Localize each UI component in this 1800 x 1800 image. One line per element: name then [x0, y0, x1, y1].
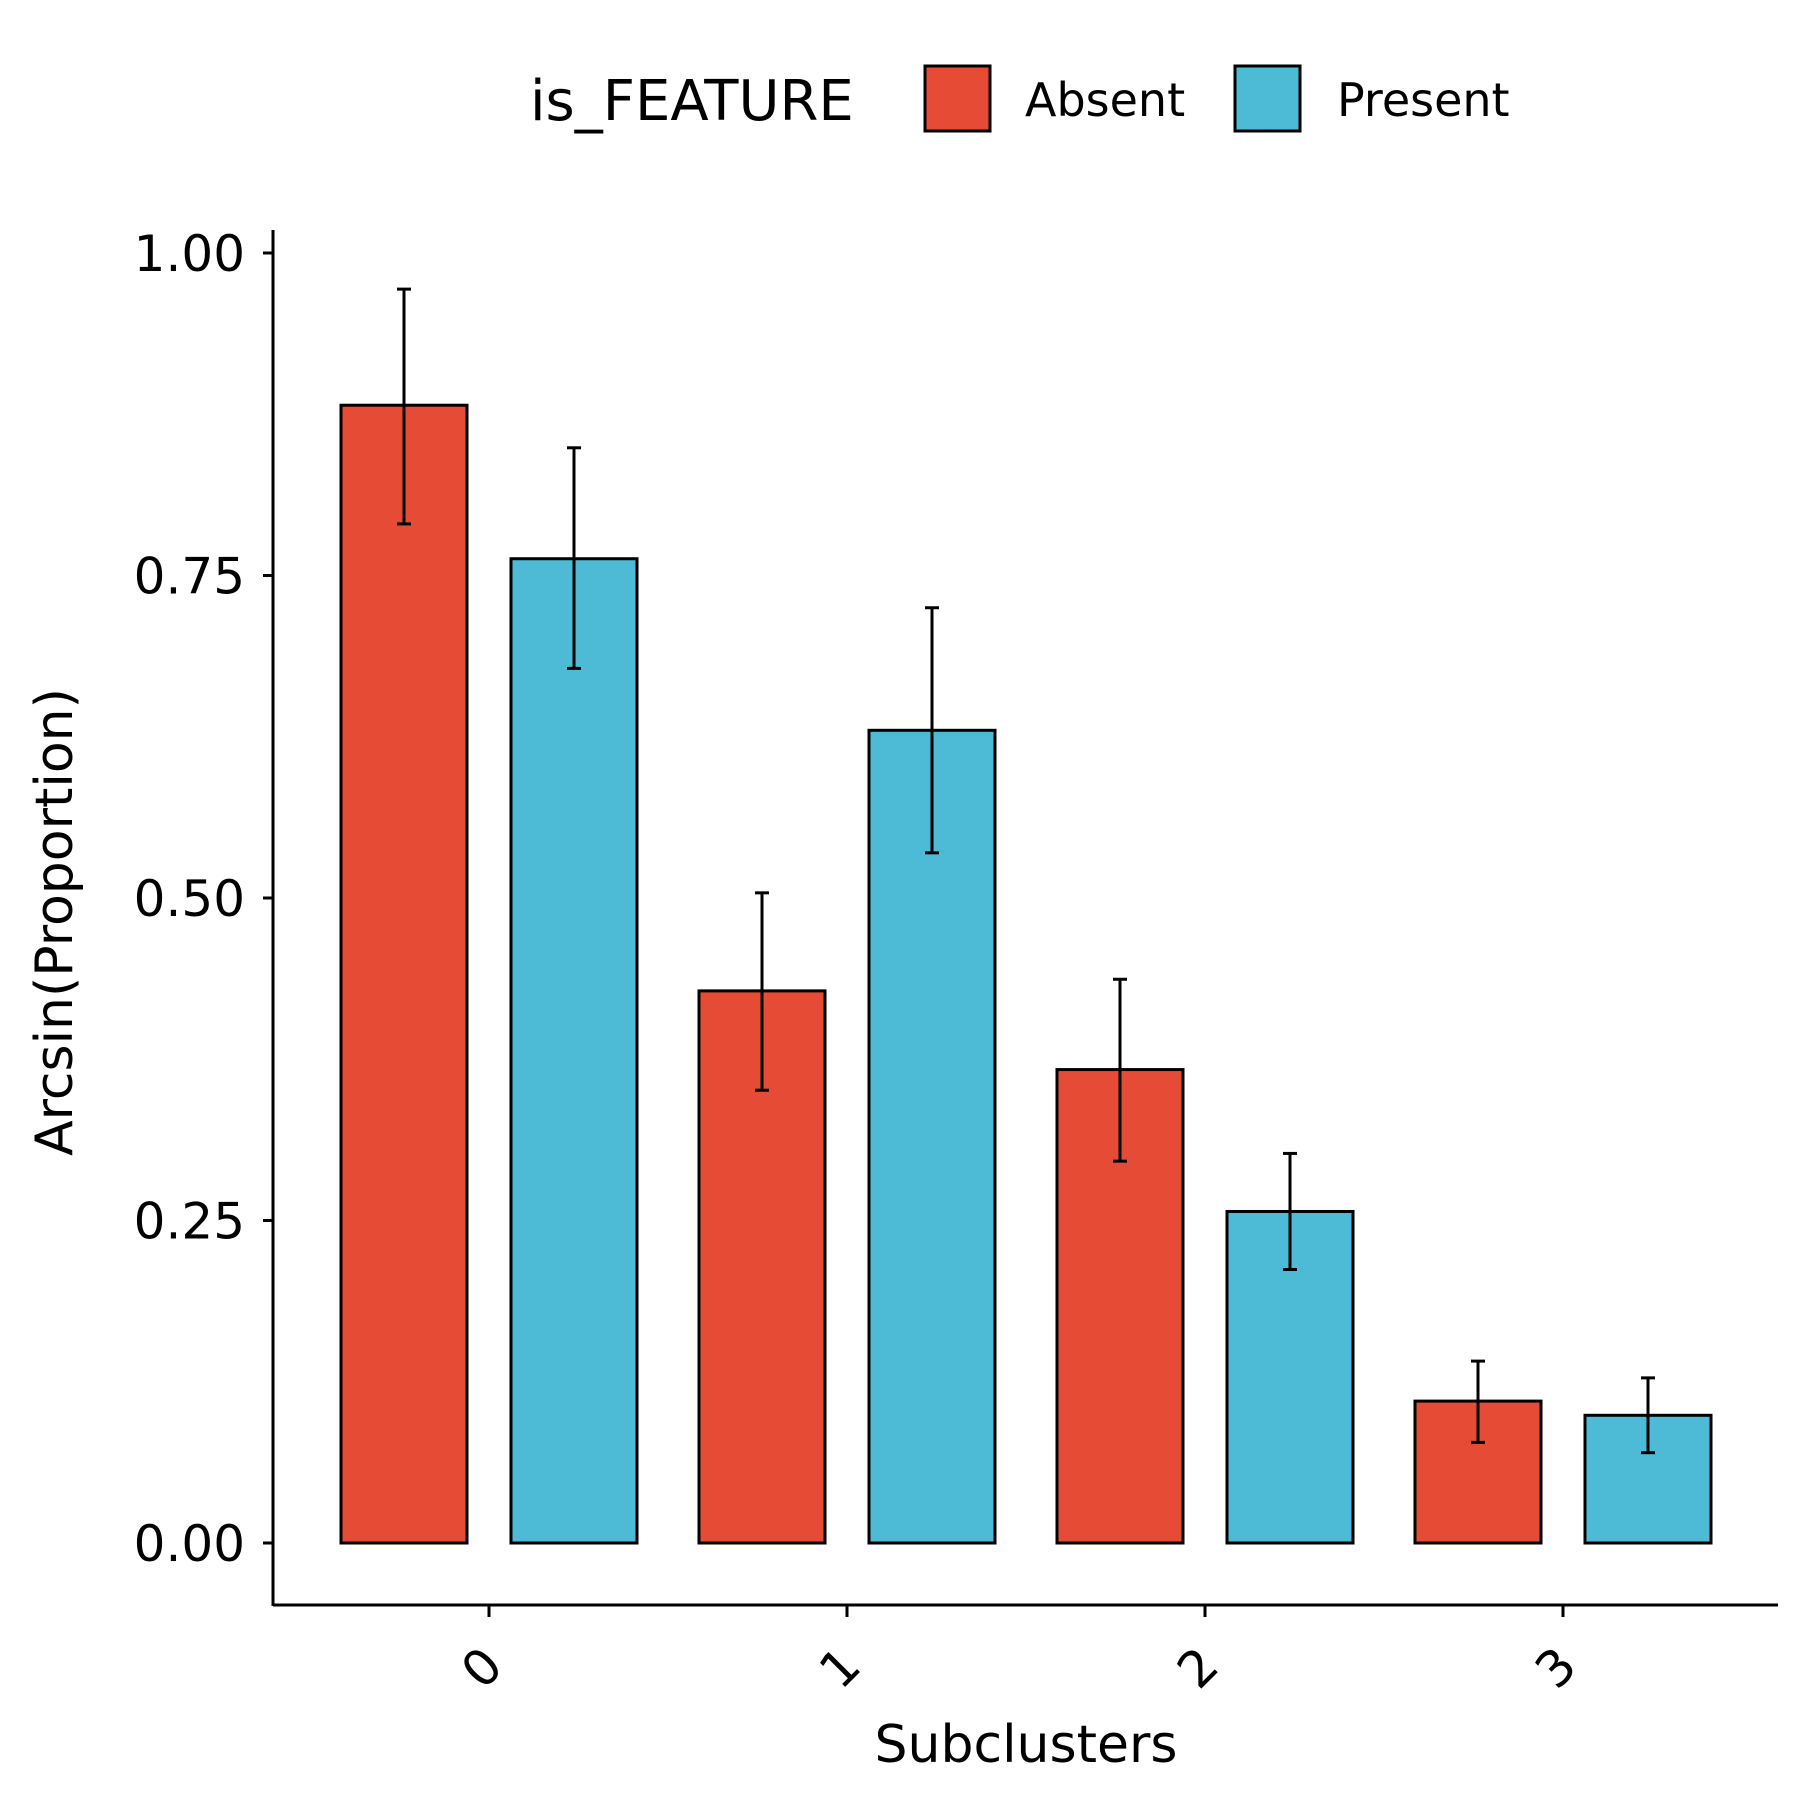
- error-bar-present-1: [925, 606, 939, 855]
- x-tick-label: 1: [808, 1636, 872, 1700]
- legend-swatch-absent: [923, 64, 992, 133]
- bar-absent-0: [339, 403, 469, 1545]
- y-tick-label: 0.75: [134, 548, 245, 606]
- bar-present-1: [867, 728, 997, 1545]
- legend: is_FEATURE Absent Present: [530, 64, 1510, 134]
- y-tick-label: 0.00: [134, 1515, 245, 1573]
- error-bar-absent-1: [755, 891, 769, 1092]
- x-tick-label: 3: [1524, 1636, 1588, 1700]
- y-tick-label: 0.50: [134, 870, 245, 928]
- error-bar-absent-0: [397, 287, 411, 526]
- legend-swatch-present: [1233, 64, 1302, 133]
- y-tick-label: 1.00: [134, 225, 245, 283]
- y-tick-label: 0.25: [134, 1193, 245, 1251]
- x-tick-label: 0: [450, 1636, 514, 1700]
- error-bar-present-2: [1283, 1151, 1297, 1272]
- legend-label-present: Present: [1337, 73, 1510, 127]
- bar-present-2: [1225, 1209, 1355, 1545]
- x-axis-title: Subclusters: [875, 1715, 1178, 1775]
- error-bar-present-0: [567, 446, 581, 670]
- x-tick-label: 2: [1166, 1636, 1230, 1700]
- y-axis: 0.00 0.25 0.50 0.75 1.00: [134, 225, 275, 1606]
- bars-layer: [339, 403, 1713, 1545]
- error-bars-layer: [397, 287, 1655, 1455]
- y-axis-title: Arcsin(Proportion): [25, 688, 85, 1156]
- error-bar-absent-3: [1471, 1359, 1485, 1444]
- legend-title: is_FEATURE: [530, 69, 854, 134]
- legend-label-absent: Absent: [1025, 73, 1185, 127]
- error-bar-present-3: [1641, 1376, 1655, 1455]
- error-bar-absent-2: [1113, 977, 1127, 1163]
- bar-present-0: [509, 557, 639, 1545]
- x-axis: 0 1 2 3: [273, 1603, 1778, 1700]
